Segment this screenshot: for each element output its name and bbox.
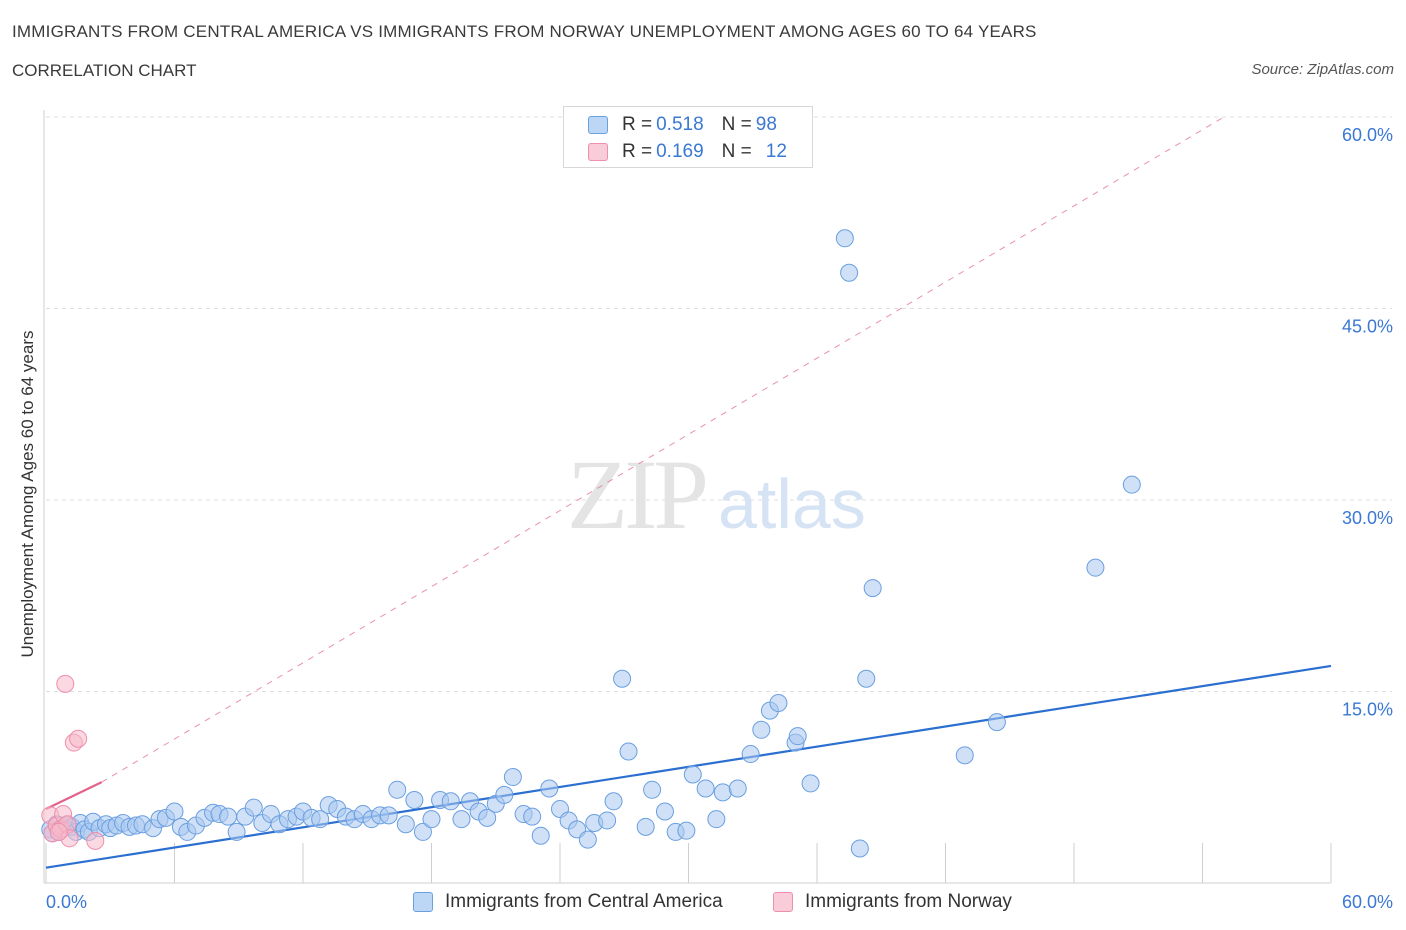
point-central-america [857, 669, 876, 688]
y-tick-label: 15.0% [1342, 700, 1393, 720]
legend-r-label: R = [622, 114, 653, 135]
point-central-america [227, 822, 246, 841]
point-central-america [707, 810, 726, 829]
point-central-america [801, 774, 820, 793]
point-central-america [677, 821, 696, 840]
point-norway [49, 822, 68, 841]
bottom-legend-label: Immigrants from Central America [445, 891, 723, 912]
point-central-america [379, 806, 398, 825]
point-norway [69, 729, 88, 748]
trend-line-norway [101, 116, 1225, 783]
legend-swatch-pink [588, 143, 608, 161]
point-central-america [598, 811, 617, 830]
point-central-america [769, 693, 788, 712]
point-central-america [523, 807, 542, 826]
point-central-america [850, 839, 869, 858]
point-central-america [619, 742, 638, 761]
x-tick-label: 60.0% [1342, 892, 1393, 912]
y-tick-label: 45.0% [1342, 317, 1393, 337]
point-central-america [441, 792, 460, 811]
source-label: Source: ZipAtlas.com [1251, 61, 1394, 78]
chart-subtitle: CORRELATION CHART [12, 61, 197, 80]
point-central-america [413, 822, 432, 841]
point-central-america [863, 579, 882, 598]
point-central-america [840, 263, 859, 282]
point-central-america [219, 807, 238, 826]
point-central-america [244, 798, 263, 817]
y-axis-label: Unemployment Among Ages 60 to 64 years [18, 330, 37, 658]
y-tick-label: 30.0% [1342, 508, 1393, 528]
point-central-america [531, 826, 550, 845]
point-central-america [311, 810, 330, 829]
bottom-legend-swatch-pink [773, 892, 793, 912]
chart-title: IMMIGRANTS FROM CENTRAL AMERICA VS IMMIG… [12, 22, 1037, 41]
point-central-america [503, 768, 522, 787]
point-central-america [955, 746, 974, 765]
legend-n-label: N = [721, 114, 752, 135]
watermark-atlas: atlas [718, 465, 866, 543]
point-central-america [396, 815, 415, 834]
point-central-america [683, 765, 702, 784]
point-norway [56, 674, 75, 693]
point-central-america [696, 779, 715, 798]
point-central-america [388, 780, 407, 799]
point-central-america [788, 727, 807, 746]
bottom-legend-swatch-blue [413, 892, 433, 912]
point-central-america [613, 669, 632, 688]
point-central-america [495, 785, 514, 804]
point-central-america [643, 780, 662, 799]
trend-line-norway [45, 781, 103, 810]
bottom-legend-central-america: Immigrants from Central America [413, 889, 723, 915]
point-central-america [752, 720, 771, 739]
point-central-america [835, 229, 854, 248]
legend-row-central-america: R = 0.518 N = 98 [588, 113, 777, 137]
point-central-america [1086, 558, 1105, 577]
legend-r-value: 0.169 [656, 141, 704, 162]
legend-r-value: 0.518 [656, 114, 704, 135]
x-tick-label: 0.0% [46, 892, 87, 912]
point-central-america [578, 830, 597, 849]
bottom-legend-label: Immigrants from Norway [805, 891, 1012, 912]
axes [43, 110, 1332, 884]
point-central-america [741, 745, 760, 764]
legend: R = 0.518 N = 98 R = 0.169 N = 12 [563, 106, 813, 168]
point-central-america [1122, 475, 1141, 494]
point-central-america [478, 808, 497, 827]
point-central-america [604, 792, 623, 811]
point-central-america [655, 802, 674, 821]
point-central-america [422, 810, 441, 829]
point-central-america [713, 783, 732, 802]
point-central-america [405, 791, 424, 810]
grid-lines [46, 116, 1392, 692]
legend-n-value: 12 [765, 141, 787, 162]
point-central-america [540, 779, 559, 798]
legend-swatch-blue [588, 116, 608, 134]
legend-row-norway: R = 0.169 N = 12 [588, 140, 787, 164]
bottom-legend-norway: Immigrants from Norway [773, 889, 1012, 915]
data-points [41, 229, 1141, 858]
legend-r-label: R = [622, 141, 653, 162]
watermark-zip: ZIP [567, 439, 705, 550]
y-tick-label: 60.0% [1342, 125, 1393, 145]
legend-n-value: 98 [755, 114, 777, 135]
point-central-america [636, 817, 655, 836]
tick-labels: 15.0% 30.0% 45.0% 60.0% 0.0% 60.0% [46, 125, 1393, 912]
point-central-america [728, 779, 747, 798]
point-central-america [165, 802, 184, 821]
legend-n-label: N = [721, 141, 752, 162]
point-central-america [987, 713, 1006, 732]
point-central-america [452, 810, 471, 829]
point-norway [86, 831, 105, 850]
